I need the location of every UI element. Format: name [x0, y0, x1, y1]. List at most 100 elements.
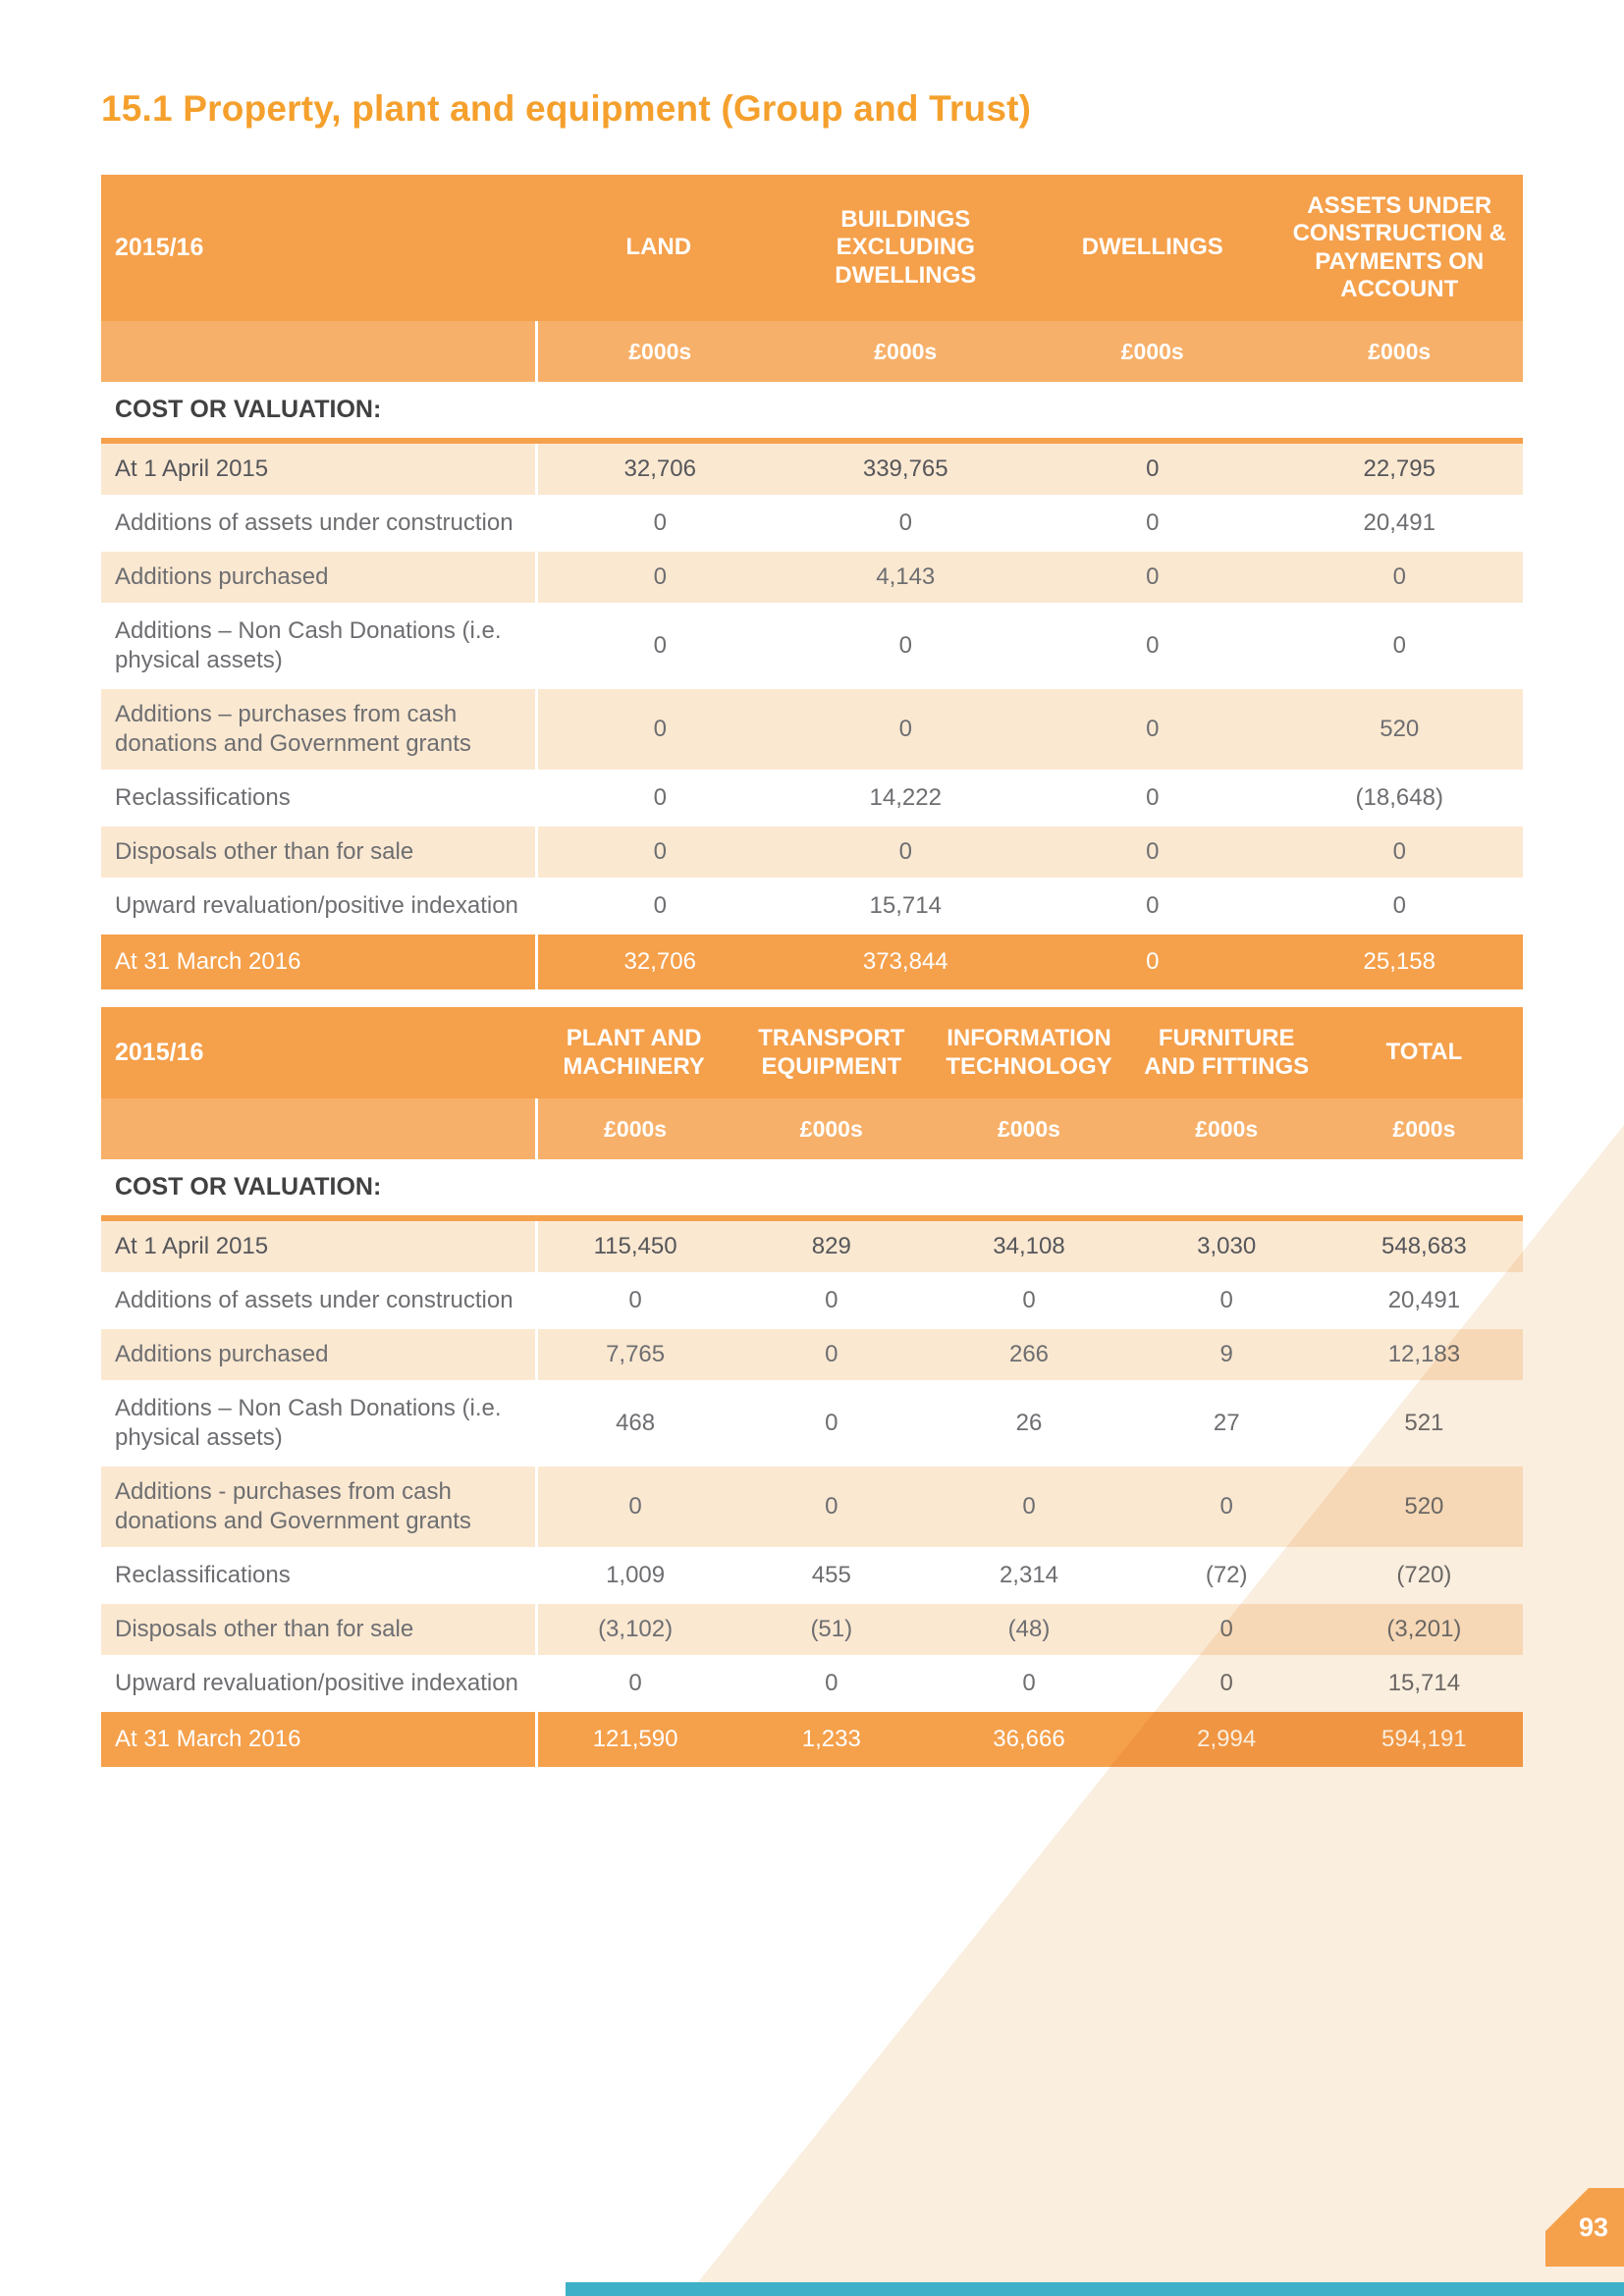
cell-value: 266: [930, 1328, 1128, 1380]
cell-value: (720): [1325, 1549, 1523, 1601]
cell-value: 0: [535, 827, 783, 879]
row-label: Disposals other than for sale: [101, 827, 535, 879]
cell-value: 9: [1127, 1328, 1326, 1380]
table-row: Additions purchased 7,765 0 266 9 12,183: [101, 1325, 1523, 1380]
cell-value: (72): [1127, 1549, 1326, 1601]
cell-value: 0: [732, 1274, 931, 1326]
column-header: LAND: [535, 175, 783, 322]
column-header: PLANT AND MACHINERY: [535, 1007, 733, 1098]
row-label: Reclassifications: [101, 773, 535, 825]
row-label: Reclassifications: [101, 1549, 535, 1601]
column-header: ASSETS UNDER CONSTRUCTION & PAYMENTS ON …: [1275, 175, 1523, 322]
table-header-row: 2015/16 PLANT AND MACHINERY TRANSPORT EQUI…: [101, 1007, 1523, 1098]
cell-value: 0: [1029, 881, 1276, 933]
cell-value: 0: [782, 498, 1029, 550]
page-number-tab: 93: [1545, 2188, 1624, 2267]
table-body: At 1 April 2015 115,450 829 34,108 3,030 548,…: [101, 1220, 1523, 1709]
cell-value: 0: [732, 1466, 931, 1547]
cell-value: 0: [1029, 689, 1276, 771]
total-row: At 31 March 2016 121,590 1,233 36,666 2,994 5…: [101, 1708, 1523, 1767]
cell-value: 15,714: [782, 881, 1029, 933]
page-title: 15.1 Property, plant and equipment (Grou…: [101, 88, 1032, 129]
units-label: £000s: [535, 1097, 733, 1159]
units-label: £000s: [732, 1097, 931, 1159]
units-spacer: [101, 1097, 535, 1159]
cell-value: 4,143: [782, 552, 1029, 604]
cell-value: 32,706: [535, 444, 783, 496]
row-label: Additions - purchases from cash donation…: [101, 1466, 535, 1547]
cell-value: 0: [782, 689, 1029, 771]
units-label: £000s: [782, 321, 1029, 383]
cell-value: 0: [1029, 498, 1276, 550]
cell-value: (18,648): [1275, 773, 1523, 825]
cell-value: 0: [1029, 552, 1276, 604]
cell-value: 829: [732, 1220, 931, 1272]
cell-value: 0: [930, 1274, 1128, 1326]
table-row: Reclassifications 1,009 455 2,314 (72) (720): [101, 1546, 1523, 1601]
column-header: TOTAL: [1325, 1007, 1523, 1098]
cell-value: 0: [1127, 1603, 1326, 1655]
year-label: 2015/16: [101, 175, 535, 322]
cell-value: 22,795: [1275, 444, 1523, 496]
cell-value: 520: [1275, 689, 1523, 771]
cell-value: 0: [535, 606, 783, 687]
cell-value: 0: [535, 552, 783, 604]
row-label: Additions purchased: [101, 552, 535, 604]
table-row: At 1 April 2015 115,450 829 34,108 3,030 548,…: [101, 1220, 1523, 1272]
table-body: At 1 April 2015 32,706 339,765 0 22,795 Addit…: [101, 444, 1523, 933]
cell-value: 15,714: [1325, 1657, 1523, 1709]
units-label: £000s: [1127, 1097, 1326, 1159]
cell-value: 1,009: [535, 1549, 733, 1601]
total-row: At 31 March 2016 32,706 373,844 0 25,158: [101, 932, 1523, 990]
table-row: Additions of assets under construction 0 0…: [101, 495, 1523, 550]
row-label: Upward revaluation/positive indexation: [101, 881, 535, 933]
row-label: Additions – Non Cash Donations (i.e. phy…: [101, 1382, 535, 1464]
cell-value: 0: [930, 1466, 1128, 1547]
row-label: Additions – Non Cash Donations (i.e. phy…: [101, 606, 535, 687]
cell-value: 0: [535, 689, 783, 771]
cell-value: 3,030: [1127, 1220, 1326, 1272]
total-value: 121,590: [535, 1711, 733, 1767]
total-label: At 31 March 2016: [101, 934, 535, 990]
cell-value: 548,683: [1325, 1220, 1523, 1272]
cell-value: 0: [1029, 827, 1276, 879]
cell-value: 0: [1275, 881, 1523, 933]
section-heading: COST OR VALUATION:: [101, 1158, 1523, 1221]
total-value: 373,844: [782, 934, 1029, 990]
table-row: Additions – Non Cash Donations (i.e. phy…: [101, 603, 1523, 687]
column-header: DWELLINGS: [1029, 175, 1276, 322]
cell-value: 0: [782, 827, 1029, 879]
cell-value: 0: [535, 1466, 733, 1547]
column-header: TRANSPORT EQUIPMENT: [732, 1007, 931, 1098]
footer-teal-bar: [566, 2282, 1624, 2296]
units-label: £000s: [930, 1097, 1128, 1159]
total-label: At 31 March 2016: [101, 1711, 535, 1767]
table-row: Additions – Non Cash Donations (i.e. phy…: [101, 1379, 1523, 1464]
table-row: Disposals other than for sale (3,102) (51)…: [101, 1600, 1523, 1655]
cell-value: 0: [1127, 1657, 1326, 1709]
cell-value: 0: [1275, 606, 1523, 687]
cell-value: 0: [732, 1657, 931, 1709]
units-label: £000s: [535, 321, 783, 383]
table-row: Disposals other than for sale 0 0 0 0: [101, 824, 1523, 879]
cell-value: 7,765: [535, 1328, 733, 1380]
cell-value: 27: [1127, 1382, 1326, 1464]
cell-value: 0: [1029, 773, 1276, 825]
row-label: Disposals other than for sale: [101, 1603, 535, 1655]
cell-value: 0: [930, 1657, 1128, 1709]
total-value: 594,191: [1325, 1711, 1523, 1767]
units-spacer: [101, 321, 535, 383]
total-value: 0: [1029, 934, 1276, 990]
cell-value: 115,450: [535, 1220, 733, 1272]
cell-value: (3,102): [535, 1603, 733, 1655]
units-label: £000s: [1029, 321, 1276, 383]
cell-value: 0: [1029, 444, 1276, 496]
cell-value: 339,765: [782, 444, 1029, 496]
cell-value: 0: [732, 1382, 931, 1464]
table-row: Upward revaluation/positive indexation 0 1…: [101, 878, 1523, 933]
units-row: £000s £000s £000s £000s: [101, 321, 1523, 383]
year-label: 2015/16: [101, 1007, 535, 1098]
section-heading: COST OR VALUATION:: [101, 382, 1523, 445]
total-value: 2,994: [1127, 1711, 1326, 1767]
units-label: £000s: [1275, 321, 1523, 383]
